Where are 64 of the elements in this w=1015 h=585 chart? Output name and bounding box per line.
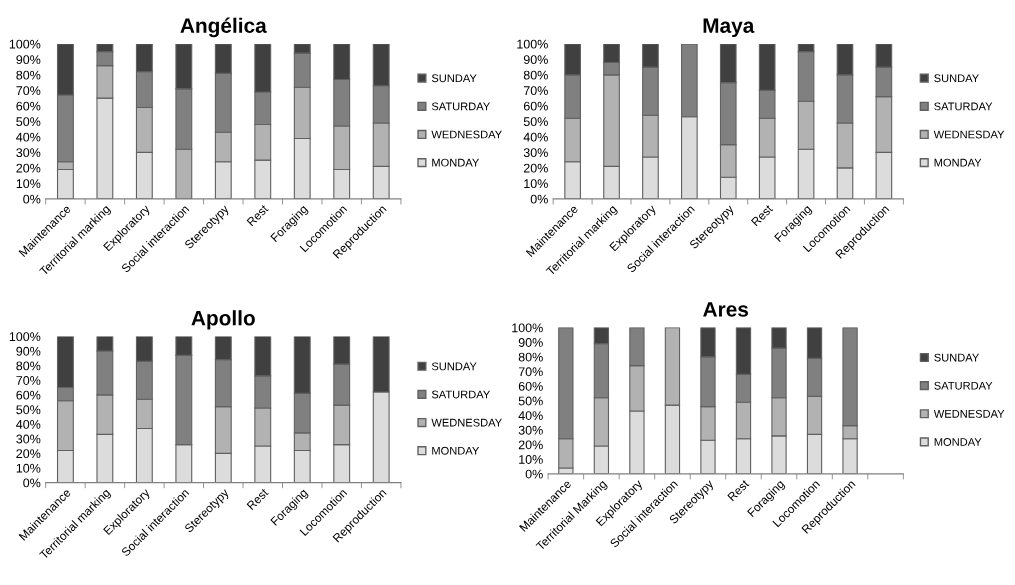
y-tick-label: 0% xyxy=(23,478,41,488)
y-tick-label: 30% xyxy=(523,148,548,158)
y-tick-label: 20% xyxy=(16,163,41,173)
y-tick-label: 10% xyxy=(519,455,543,464)
legend-label: WEDNESDAY xyxy=(431,418,502,427)
legend-label: SUNDAY xyxy=(934,353,980,362)
chart-title: Apollo xyxy=(191,310,255,330)
y-tick-label: 100% xyxy=(517,39,548,49)
y-tick-label: 50% xyxy=(16,117,41,127)
legend-label: SATURDAY xyxy=(431,390,490,399)
y-tick-label: 70% xyxy=(523,86,548,96)
y-tick-label: 80% xyxy=(16,70,41,80)
y-tick-label: 60% xyxy=(16,390,41,400)
chart-title: Maya xyxy=(703,18,755,38)
y-tick-label: 60% xyxy=(16,101,41,111)
y-tick-label: 70% xyxy=(16,86,41,96)
y-tick-label: 60% xyxy=(518,381,543,391)
y-tick-label: 10% xyxy=(16,463,41,473)
chart-title: Ares xyxy=(703,302,749,317)
y-tick-label: 90% xyxy=(523,55,548,65)
y-tick-label: 50% xyxy=(16,405,41,415)
y-tick-label: 100% xyxy=(9,332,41,342)
y-tick-label: 100% xyxy=(9,39,41,49)
legend-label: SATURDAY xyxy=(934,381,993,390)
legend-label: SUNDAY xyxy=(934,74,979,83)
chart-title: Angélica xyxy=(180,17,267,38)
y-tick-label: 80% xyxy=(523,70,548,80)
y-tick-label: 50% xyxy=(518,396,543,406)
y-tick-label: 20% xyxy=(518,440,543,450)
y-tick-label: 30% xyxy=(16,434,41,444)
legend-label: WEDNESDAY xyxy=(933,409,1005,418)
y-tick-label: 0% xyxy=(525,469,543,479)
y-tick-label: 20% xyxy=(16,449,41,459)
y-tick-label: 10% xyxy=(524,179,548,189)
y-tick-label: 90% xyxy=(518,338,543,347)
legend-label: MONDAY xyxy=(432,158,480,167)
y-tick-label: 80% xyxy=(518,352,543,362)
y-tick-label: 30% xyxy=(16,148,41,158)
y-tick-label: 0% xyxy=(23,194,41,204)
y-tick-label: 90% xyxy=(16,346,41,356)
y-tick-label: 40% xyxy=(16,132,41,142)
legend-label: SUNDAY xyxy=(431,362,477,371)
y-tick-label: 20% xyxy=(523,163,548,173)
legend-label: SATURDAY xyxy=(934,102,993,111)
y-tick-label: 10% xyxy=(16,179,41,189)
legend-label: WEDNESDAY xyxy=(431,130,502,139)
y-tick-label: 70% xyxy=(518,367,543,377)
y-tick-label: 90% xyxy=(16,55,41,65)
y-tick-label: 70% xyxy=(16,376,41,385)
legend-label: WEDNESDAY xyxy=(933,130,1005,139)
legend-label: MONDAY xyxy=(934,438,982,446)
y-tick-label: 80% xyxy=(16,361,41,371)
y-tick-label: 40% xyxy=(518,411,543,420)
legend-label: MONDAY xyxy=(432,446,480,455)
legend-label: MONDAY xyxy=(934,158,982,167)
y-tick-label: 50% xyxy=(523,117,548,127)
legend-label: SUNDAY xyxy=(431,74,477,83)
legend-label: SATURDAY xyxy=(431,102,490,111)
y-tick-label: 40% xyxy=(16,419,41,429)
y-tick-label: 0% xyxy=(530,194,548,204)
y-tick-label: 60% xyxy=(523,101,548,111)
y-tick-label: 30% xyxy=(518,425,543,435)
y-tick-label: 100% xyxy=(512,323,543,333)
y-tick-label: 40% xyxy=(523,132,548,142)
